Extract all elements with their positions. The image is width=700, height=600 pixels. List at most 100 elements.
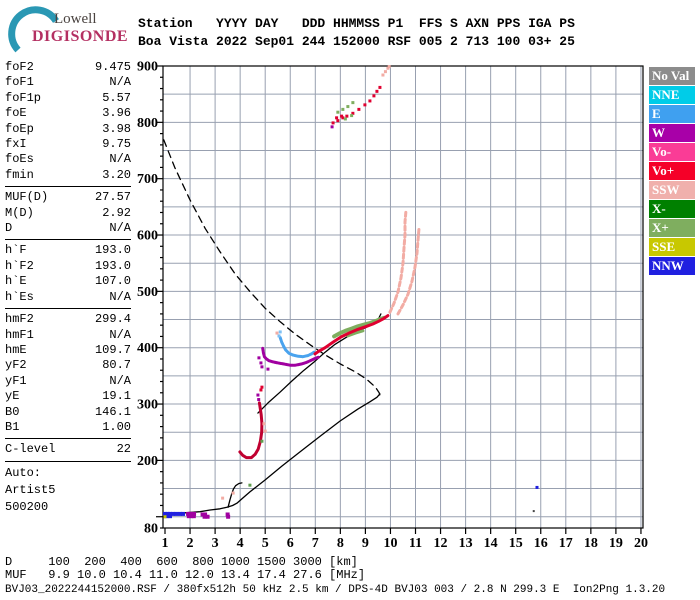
- param-label: h`E: [5, 274, 27, 289]
- param-row: hmF2 299.4: [5, 312, 131, 327]
- param-label: hmE: [5, 342, 27, 357]
- param-row: C-level 22: [5, 442, 131, 457]
- w-outlier-dots-point: [256, 393, 260, 397]
- distance-row: D 100 200 400 600 800 1000 1500 3000 [km…: [5, 555, 358, 569]
- w-outlier-dots-point: [257, 356, 261, 360]
- param-value: 193.0: [94, 258, 131, 273]
- f1-cusp-trace: [238, 401, 264, 460]
- param-label: foF1p: [5, 90, 42, 105]
- ssw-asymptote-2: [396, 226, 421, 316]
- param-row: B0 146.1: [5, 405, 131, 420]
- x-plus-trace-lower: [346, 329, 365, 338]
- y-tick-label: 700: [137, 172, 158, 187]
- ssw-dots-point: [231, 491, 235, 495]
- y-tick-label: 80: [144, 522, 158, 537]
- x-tick-label: 12: [434, 536, 448, 551]
- multihop-green-dots-point: [336, 110, 340, 114]
- multihop-red-dots-point: [335, 116, 339, 120]
- param-label: foEs: [5, 152, 34, 167]
- param-value: 9.75: [102, 137, 131, 152]
- es-w-echoes-point: [203, 512, 208, 517]
- multihop-red-dots-point: [331, 121, 335, 125]
- x-tick-label: 2: [187, 536, 194, 551]
- param-row: B1 1.00: [5, 420, 131, 435]
- y-tick-label: 800: [137, 116, 158, 131]
- legend-item-no-val: No Val: [649, 67, 695, 85]
- param-row: yE 19.1: [5, 389, 131, 404]
- param-label: C-level: [5, 442, 56, 457]
- x-tick-label: 9: [362, 536, 369, 551]
- muf-transmission-curve: [163, 139, 382, 398]
- logo-arc-icon: [8, 6, 59, 53]
- multihop-pink-dots-point: [381, 73, 385, 77]
- es-w-echoes-point: [200, 512, 205, 517]
- param-value: 107.0: [94, 274, 131, 289]
- param-row: yF2 80.7: [5, 358, 131, 373]
- x-tick-label: 11: [409, 536, 422, 551]
- param-value: 27.57: [94, 190, 131, 205]
- multihop-red-dots-point: [357, 107, 361, 111]
- x-tick-label: 8: [337, 536, 344, 551]
- param-value: 2.92: [102, 205, 131, 220]
- param-label: h`Es: [5, 289, 34, 304]
- x-tick-label: 3: [212, 536, 219, 551]
- es-w-echoes-point: [191, 514, 196, 519]
- multihop-red-dots-point: [378, 85, 382, 89]
- y-tick-label: 500: [137, 285, 158, 300]
- legend-item-nnw: NNW: [649, 257, 695, 275]
- multihop-green-dots-point: [343, 117, 347, 121]
- param-label: yF2: [5, 358, 27, 373]
- x-tick-label: 5: [262, 536, 269, 551]
- es-w-echoes-point: [186, 511, 191, 516]
- lowell-digisonde-logo: Lowell DIGISONDE: [6, 4, 136, 56]
- param-row: foF1p 5.57: [5, 91, 131, 106]
- vo-plus-dots-point: [259, 388, 263, 392]
- param-value: 9.475: [94, 60, 131, 74]
- multihop-red-dots-point: [341, 116, 345, 120]
- multihop-pink-dots-point: [387, 65, 391, 69]
- legend-item-w: W: [649, 124, 695, 142]
- ssw-dots-point: [262, 422, 266, 426]
- es-nnw-echoes-point: [168, 514, 173, 519]
- es-w-echoes-point: [186, 514, 191, 519]
- param-label: yE: [5, 389, 20, 404]
- es-w-echoes-point: [205, 514, 210, 519]
- x-tick-label: 20: [634, 536, 648, 551]
- param-value: 22: [116, 442, 131, 457]
- param-row: foE 3.96: [5, 106, 131, 121]
- station-header: Station YYYY DAY DDD HHMMSS P1 FFS S AXN…: [138, 15, 575, 51]
- param-value: 5.57: [102, 90, 131, 105]
- es-sse-echo-point: [163, 515, 167, 519]
- header-columns-line: Station YYYY DAY DDD HHMMSS P1 FFS S AXN…: [138, 16, 575, 31]
- param-label: yF1: [5, 373, 27, 388]
- x-plus-dots-point: [248, 483, 252, 487]
- param-value: N/A: [109, 289, 131, 304]
- e-trace: [278, 336, 316, 359]
- x-tick-label: 13: [459, 536, 473, 551]
- legend-item-nne: NNE: [649, 86, 695, 104]
- multihop-pink-dots-point: [386, 66, 390, 70]
- param-value: N/A: [109, 221, 131, 236]
- multihop-red-dots-point: [368, 99, 372, 103]
- param-row: foF1 N/A: [5, 75, 131, 90]
- param-label: fmin: [5, 167, 34, 182]
- ssw-asymptote-1: [388, 208, 408, 314]
- x-tick-label: 7: [312, 536, 319, 551]
- param-row: h`Es N/A: [5, 290, 131, 305]
- param-label: h`F2: [5, 258, 34, 273]
- param-value: 146.1: [94, 404, 131, 419]
- panel-separator: [5, 308, 131, 310]
- param-row: h`F 193.0: [5, 243, 131, 258]
- scaled-parameters-panel: foF2 9.475 foF1 N/A foF1p 5.57 foE 3.96 foEp 3.98…: [5, 60, 131, 516]
- isolated-dark-dot-point: [532, 510, 535, 513]
- ssw-dots-point: [275, 331, 279, 335]
- param-row: h`F2 193.0: [5, 259, 131, 274]
- x-tick-label: 6: [287, 536, 294, 551]
- true-height-profile: [164, 393, 381, 514]
- param-row: h`E 107.0: [5, 274, 131, 289]
- x-tick-label: 1: [162, 536, 169, 551]
- param-value: 3.20: [102, 167, 131, 182]
- param-label: hmF1: [5, 327, 34, 342]
- param-value: N/A: [109, 373, 131, 388]
